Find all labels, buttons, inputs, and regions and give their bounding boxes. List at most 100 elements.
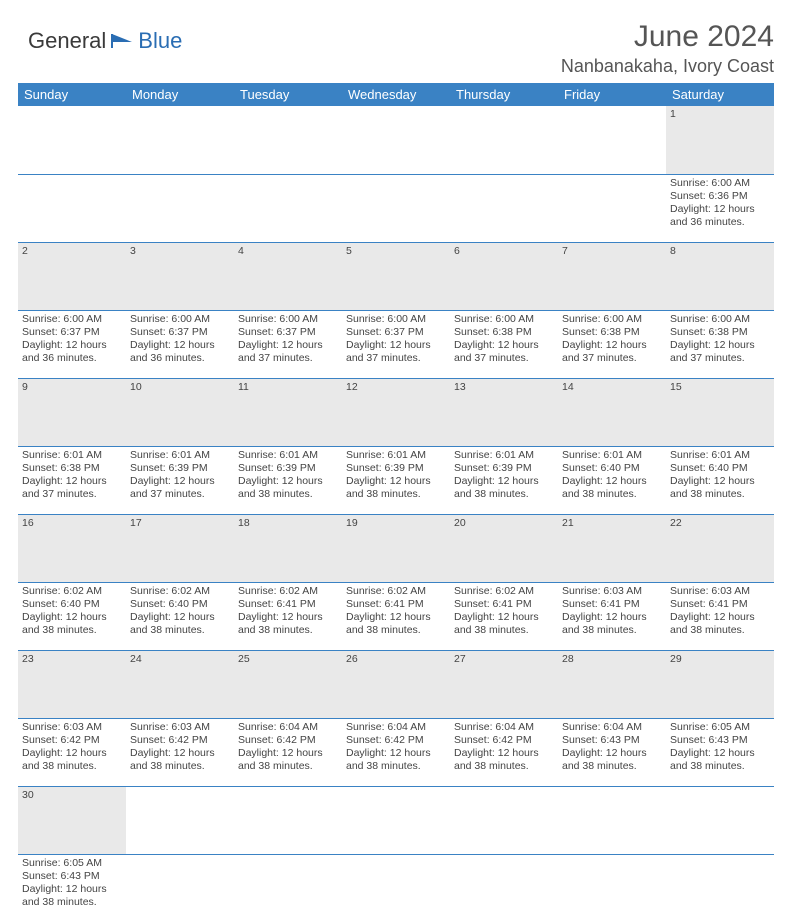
daylight-text: and 36 minutes. xyxy=(670,216,770,229)
day-number: 4 xyxy=(234,242,342,310)
flag-icon xyxy=(110,32,136,50)
weekday-header: Saturday xyxy=(666,83,774,106)
sunset-text: Sunset: 6:37 PM xyxy=(130,326,230,339)
day-content-row: Sunrise: 6:02 AMSunset: 6:40 PMDaylight:… xyxy=(18,582,774,650)
daylight-text: and 37 minutes. xyxy=(454,352,554,365)
day-number: 19 xyxy=(342,514,450,582)
sunrise-text: Sunrise: 6:00 AM xyxy=(22,313,122,326)
day-number: 24 xyxy=(126,650,234,718)
day-number: 10 xyxy=(126,378,234,446)
daylight-text: and 38 minutes. xyxy=(346,624,446,637)
daylight-text: and 38 minutes. xyxy=(346,760,446,773)
sunset-text: Sunset: 6:43 PM xyxy=(562,734,662,747)
day-number-empty xyxy=(450,786,558,854)
calendar-table: SundayMondayTuesdayWednesdayThursdayFrid… xyxy=(18,83,774,922)
sunset-text: Sunset: 6:38 PM xyxy=(670,326,770,339)
sunrise-text: Sunrise: 6:01 AM xyxy=(22,449,122,462)
day-number: 15 xyxy=(666,378,774,446)
weekday-header: Friday xyxy=(558,83,666,106)
day-cell: Sunrise: 6:02 AMSunset: 6:41 PMDaylight:… xyxy=(450,582,558,650)
day-cell: Sunrise: 6:01 AMSunset: 6:40 PMDaylight:… xyxy=(666,446,774,514)
weekday-header-row: SundayMondayTuesdayWednesdayThursdayFrid… xyxy=(18,83,774,106)
day-number: 12 xyxy=(342,378,450,446)
daylight-text: Daylight: 12 hours xyxy=(22,611,122,624)
daylight-text: Daylight: 12 hours xyxy=(562,475,662,488)
sunrise-text: Sunrise: 6:03 AM xyxy=(670,585,770,598)
sunrise-text: Sunrise: 6:04 AM xyxy=(562,721,662,734)
daylight-text: Daylight: 12 hours xyxy=(670,747,770,760)
day-cell-empty xyxy=(558,854,666,922)
daylight-text: and 38 minutes. xyxy=(670,488,770,501)
day-cell: Sunrise: 6:03 AMSunset: 6:42 PMDaylight:… xyxy=(18,718,126,786)
day-number-row: 16171819202122 xyxy=(18,514,774,582)
sunrise-text: Sunrise: 6:04 AM xyxy=(238,721,338,734)
day-cell: Sunrise: 6:00 AMSunset: 6:38 PMDaylight:… xyxy=(558,310,666,378)
day-content-row: Sunrise: 6:00 AMSunset: 6:36 PMDaylight:… xyxy=(18,174,774,242)
sunset-text: Sunset: 6:40 PM xyxy=(670,462,770,475)
day-number: 22 xyxy=(666,514,774,582)
daylight-text: Daylight: 12 hours xyxy=(562,611,662,624)
sunset-text: Sunset: 6:36 PM xyxy=(670,190,770,203)
day-content-row: Sunrise: 6:05 AMSunset: 6:43 PMDaylight:… xyxy=(18,854,774,922)
sunset-text: Sunset: 6:42 PM xyxy=(22,734,122,747)
day-cell: Sunrise: 6:00 AMSunset: 6:37 PMDaylight:… xyxy=(126,310,234,378)
sunrise-text: Sunrise: 6:01 AM xyxy=(238,449,338,462)
daylight-text: and 38 minutes. xyxy=(454,760,554,773)
day-cell-empty xyxy=(126,174,234,242)
day-cell: Sunrise: 6:02 AMSunset: 6:40 PMDaylight:… xyxy=(18,582,126,650)
daylight-text: and 38 minutes. xyxy=(562,488,662,501)
day-cell: Sunrise: 6:00 AMSunset: 6:38 PMDaylight:… xyxy=(666,310,774,378)
logo: General Blue xyxy=(28,28,182,54)
sunrise-text: Sunrise: 6:00 AM xyxy=(346,313,446,326)
day-cell: Sunrise: 6:01 AMSunset: 6:38 PMDaylight:… xyxy=(18,446,126,514)
sunset-text: Sunset: 6:41 PM xyxy=(454,598,554,611)
daylight-text: and 36 minutes. xyxy=(22,352,122,365)
day-number: 13 xyxy=(450,378,558,446)
daylight-text: Daylight: 12 hours xyxy=(130,747,230,760)
sunrise-text: Sunrise: 6:03 AM xyxy=(562,585,662,598)
day-number: 9 xyxy=(18,378,126,446)
day-content-row: Sunrise: 6:00 AMSunset: 6:37 PMDaylight:… xyxy=(18,310,774,378)
day-number: 26 xyxy=(342,650,450,718)
day-cell: Sunrise: 6:01 AMSunset: 6:39 PMDaylight:… xyxy=(126,446,234,514)
day-number-empty xyxy=(666,786,774,854)
daylight-text: and 38 minutes. xyxy=(130,760,230,773)
day-number: 16 xyxy=(18,514,126,582)
day-cell: Sunrise: 6:00 AMSunset: 6:36 PMDaylight:… xyxy=(666,174,774,242)
day-cell: Sunrise: 6:02 AMSunset: 6:40 PMDaylight:… xyxy=(126,582,234,650)
day-cell: Sunrise: 6:00 AMSunset: 6:38 PMDaylight:… xyxy=(450,310,558,378)
sunrise-text: Sunrise: 6:02 AM xyxy=(454,585,554,598)
day-number: 30 xyxy=(18,786,126,854)
day-cell: Sunrise: 6:02 AMSunset: 6:41 PMDaylight:… xyxy=(234,582,342,650)
day-number-row: 2345678 xyxy=(18,242,774,310)
daylight-text: Daylight: 12 hours xyxy=(454,475,554,488)
day-cell-empty xyxy=(234,854,342,922)
logo-text-general: General xyxy=(28,28,106,54)
day-cell: Sunrise: 6:03 AMSunset: 6:41 PMDaylight:… xyxy=(558,582,666,650)
day-number: 11 xyxy=(234,378,342,446)
sunrise-text: Sunrise: 6:01 AM xyxy=(562,449,662,462)
day-number-empty xyxy=(126,106,234,174)
sunset-text: Sunset: 6:42 PM xyxy=(454,734,554,747)
sunset-text: Sunset: 6:37 PM xyxy=(346,326,446,339)
day-number-empty xyxy=(234,786,342,854)
sunset-text: Sunset: 6:39 PM xyxy=(346,462,446,475)
sunset-text: Sunset: 6:39 PM xyxy=(130,462,230,475)
daylight-text: Daylight: 12 hours xyxy=(22,339,122,352)
daylight-text: and 37 minutes. xyxy=(346,352,446,365)
sunrise-text: Sunrise: 6:01 AM xyxy=(346,449,446,462)
daylight-text: and 36 minutes. xyxy=(130,352,230,365)
day-cell-empty xyxy=(450,854,558,922)
day-number-empty xyxy=(558,786,666,854)
sunrise-text: Sunrise: 6:02 AM xyxy=(238,585,338,598)
daylight-text: Daylight: 12 hours xyxy=(562,339,662,352)
day-number-empty xyxy=(342,786,450,854)
daylight-text: and 38 minutes. xyxy=(22,624,122,637)
daylight-text: Daylight: 12 hours xyxy=(562,747,662,760)
day-number: 29 xyxy=(666,650,774,718)
day-cell: Sunrise: 6:03 AMSunset: 6:41 PMDaylight:… xyxy=(666,582,774,650)
daylight-text: and 37 minutes. xyxy=(670,352,770,365)
daylight-text: Daylight: 12 hours xyxy=(22,475,122,488)
day-number-empty xyxy=(558,106,666,174)
daylight-text: and 38 minutes. xyxy=(670,624,770,637)
